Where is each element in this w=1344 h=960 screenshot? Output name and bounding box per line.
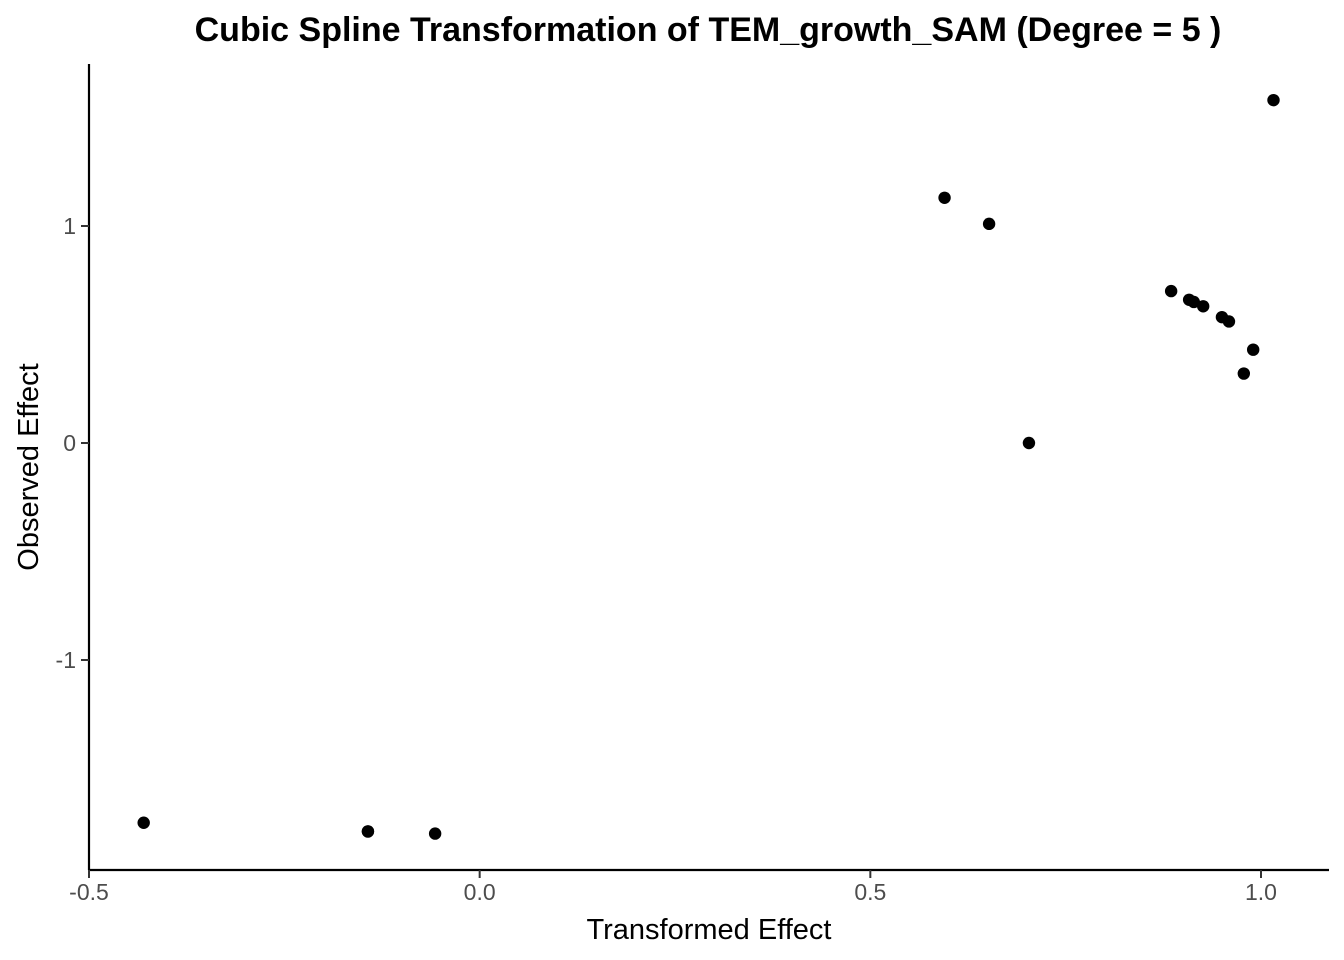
- y-tick-label: 0: [63, 430, 76, 456]
- data-point: [1187, 295, 1201, 309]
- x-tick-label: 0.0: [464, 879, 496, 905]
- x-tick-label: 1.0: [1245, 879, 1277, 905]
- data-point: [1237, 367, 1251, 380]
- data-point: [361, 825, 375, 838]
- data-point: [1267, 93, 1280, 107]
- x-tick-label: -0.5: [69, 879, 109, 905]
- x-tick-label: 0.5: [854, 879, 886, 905]
- data-point: [1246, 343, 1260, 356]
- y-axis-title: Observed Effect: [13, 363, 45, 570]
- data-point: [1164, 284, 1178, 298]
- chart-title: Cubic Spline Transformation of TEM_growt…: [195, 11, 1222, 49]
- data-point: [982, 217, 996, 231]
- data-point: [938, 191, 951, 204]
- x-axis-title: Transformed Effect: [587, 914, 832, 946]
- data-points: [137, 93, 1280, 840]
- y-ticks: -1 0 1: [56, 213, 89, 673]
- y-tick-label: 1: [63, 213, 76, 239]
- y-axis: -1 0 1: [56, 64, 91, 870]
- x-ticks: -0.5 0.0 0.5 1.0: [69, 870, 1277, 905]
- data-point: [137, 816, 150, 829]
- y-tick-label: -1: [56, 647, 76, 673]
- data-point: [428, 827, 442, 840]
- x-axis: -0.5 0.0 0.5 1.0: [69, 868, 1329, 905]
- data-point: [1196, 300, 1210, 313]
- data-point: [1222, 315, 1236, 328]
- data-point: [1022, 436, 1036, 450]
